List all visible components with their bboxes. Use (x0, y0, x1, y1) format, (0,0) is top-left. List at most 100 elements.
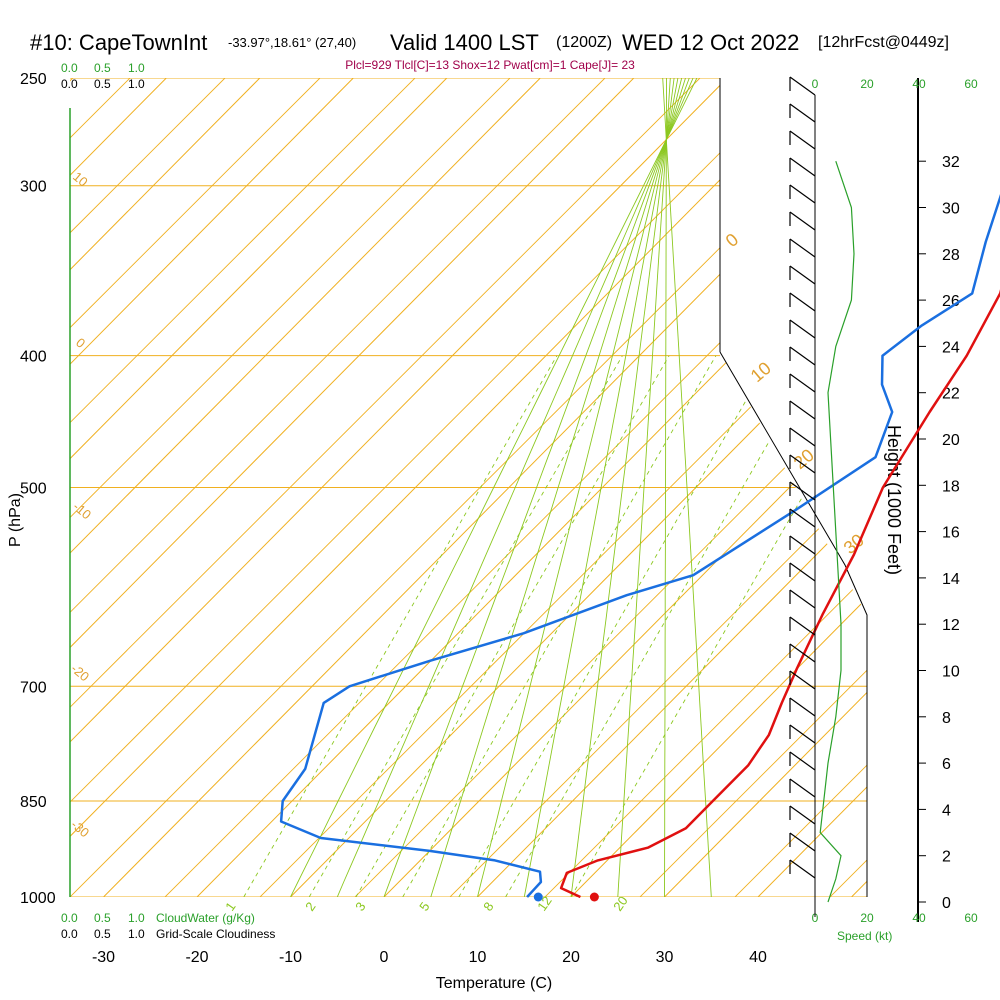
mixing-ratio-line (505, 355, 820, 897)
isotherm-line (196, 78, 867, 897)
station-title: #10: CapeTownInt (30, 30, 207, 55)
isotherm-line (70, 78, 354, 897)
cloudiness-tick-bottom-1: 0.5 (94, 927, 111, 941)
sounding-lines (279, 193, 1000, 902)
height-tick-label: 8 (942, 710, 951, 727)
height-tick-label: 28 (942, 247, 960, 264)
wind-panel (789, 76, 855, 917)
dry-adiabat-label: -20 (68, 661, 92, 685)
isotherm-line (664, 78, 867, 897)
moist-adiabat-line (664, 78, 667, 897)
dry-adiabat-line (70, 78, 511, 897)
x-axis-title: Temperature (C) (436, 975, 552, 992)
isotherm-label: 20 (790, 445, 818, 473)
height-tick-label: 10 (942, 664, 960, 681)
wind-barb-staff (789, 508, 816, 528)
cloudwater-tick-bottom-0: 0.0 (61, 911, 78, 925)
wind-barb-staff (789, 76, 816, 96)
dry-adiabat-line (925, 78, 1000, 897)
dry-adiabat-line (354, 78, 867, 897)
temperature-tick-label: -20 (185, 949, 208, 966)
forecast-date: WED 12 Oct 2022 (622, 30, 799, 55)
speed-tick-top: 0 (812, 77, 819, 91)
height-tick-label: 12 (942, 617, 960, 634)
wind-barb-staff (789, 697, 816, 717)
dry-adiabat-label: -10 (70, 499, 94, 523)
dry-adiabat-line (70, 78, 606, 897)
speed-axis-title: Speed (kt) (837, 929, 892, 943)
height-tick-label: 22 (942, 386, 960, 403)
isotherm-line (851, 78, 867, 897)
speed-tick-bottom: 20 (860, 911, 874, 925)
height-tick-label: 0 (942, 895, 951, 912)
isotherm-line (70, 78, 822, 897)
wind-barb-staff (789, 562, 816, 582)
moist-adiabat-line (336, 78, 694, 897)
valid-time: Valid 1400 LST (390, 30, 539, 55)
wind-barb-staff (789, 805, 816, 825)
wind-barb-staff (789, 751, 816, 771)
pressure-tick-label: 500 (20, 481, 47, 498)
isotherm-label: 10 (747, 358, 775, 386)
height-tick-label: 26 (942, 293, 960, 310)
temperature-line (559, 289, 1000, 899)
wind-barb-staff (789, 481, 816, 501)
cloudiness-tick-top-1: 0.5 (94, 77, 111, 91)
wind-speed-line (819, 161, 855, 903)
mixing-ratio-line (308, 355, 623, 897)
y-axis-title: P (hPa) (7, 493, 24, 547)
height-tick-label: 32 (942, 154, 960, 171)
height-tick-label: 18 (942, 478, 960, 495)
surface-temperature-dot (589, 892, 599, 902)
height-tick-label: 16 (942, 525, 960, 542)
utc-time: (1200Z) (556, 34, 612, 51)
height-tick-label: 20 (942, 432, 960, 449)
pressure-tick-label: 700 (20, 679, 47, 696)
mixing-ratio-label: 2 (302, 899, 318, 914)
wind-barb-staff (789, 778, 816, 798)
stability-indices: Plcl=929 Tlcl[C]=13 Shox=12 Pwat[cm]=1 C… (345, 58, 635, 72)
height-tick-label: 2 (942, 849, 951, 866)
wind-barb-staff (789, 670, 816, 690)
plot-border-right (719, 351, 868, 897)
temperature-tick-label: 0 (380, 949, 389, 966)
dry-adiabat-line (544, 78, 867, 897)
wind-barb-staff (789, 589, 816, 609)
dry-adiabat-line (829, 78, 867, 897)
isotherm-label: 0 (722, 229, 743, 251)
temperature-tick-label: 30 (656, 949, 674, 966)
dry-adiabat-line (70, 78, 226, 897)
background-grid (70, 78, 1000, 897)
wind-barb-staff (789, 724, 816, 744)
wind-barb-staff (789, 427, 816, 447)
height-axis-title: Height (1000 Feet) (884, 425, 904, 575)
speed-tick-bottom: 60 (964, 911, 978, 925)
height-tick-label: 4 (942, 802, 951, 819)
moist-adiabat-line (662, 78, 712, 897)
wind-barb-staff (789, 535, 816, 555)
temperature-tick-label: 20 (562, 949, 580, 966)
height-tick-label: 14 (942, 571, 960, 588)
moist-adiabat-line (383, 78, 690, 897)
speed-tick-bottom: 40 (912, 911, 926, 925)
cloudiness-label: Grid-Scale Cloudiness (156, 927, 275, 941)
pressure-tick-label: 400 (20, 349, 47, 366)
wind-barb-staff (789, 832, 816, 852)
moist-adiabat-line (523, 78, 679, 897)
wind-barb-staff (789, 130, 816, 150)
temperature-tick-label: 10 (469, 949, 487, 966)
speed-tick-top: 20 (860, 77, 874, 91)
mixing-ratio-line (458, 355, 773, 897)
mixing-ratio-label: 3 (352, 899, 368, 914)
wind-barb-staff (789, 319, 816, 339)
mixing-ratio-line (402, 355, 717, 897)
wind-barb-staff (789, 157, 816, 177)
mixing-ratio-line (243, 355, 558, 897)
wind-barb-staff (789, 616, 816, 636)
cloudwater-tick-top-0: 0.0 (61, 61, 78, 75)
moist-adiabat-line (290, 78, 698, 897)
height-tick-label: 6 (942, 756, 951, 773)
mixing-ratio-label: 5 (416, 899, 432, 914)
pressure-tick-label: 300 (20, 179, 47, 196)
